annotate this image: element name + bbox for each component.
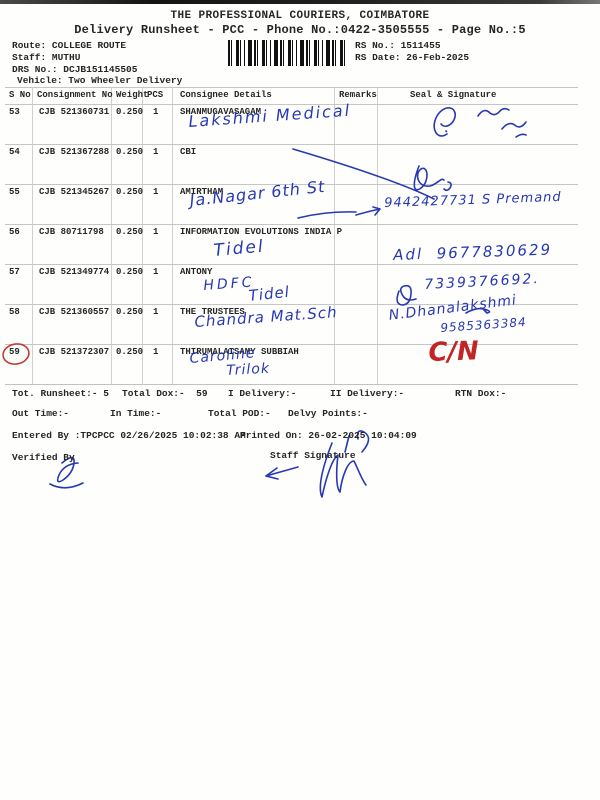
in-time-field: In Time:- xyxy=(110,408,162,419)
row-pcs: 1 xyxy=(143,345,173,384)
row-pcs: 1 xyxy=(143,225,173,264)
printed-on-field: Printed On: 26-02-2025 10:04:09 xyxy=(240,430,417,441)
row-pcs: 1 xyxy=(143,185,173,224)
runsheet-barcode xyxy=(228,40,348,66)
staff-signature-arrow xyxy=(265,466,299,480)
rs-date-field: RS Date: 26-Feb-2025 xyxy=(355,52,470,63)
row-weight: 0.250 xyxy=(112,305,143,344)
row-pcs: 1 xyxy=(143,145,173,184)
row-pcs: 1 xyxy=(143,265,173,304)
rs-no-field: RS No.: 1511455 xyxy=(355,40,441,51)
row-consignee: AMIRTHAM xyxy=(173,185,335,224)
table-row: 53 CJB 521360731 0.250 1 SHANMUGAVASAGAM xyxy=(5,104,578,144)
header-consignee: Consignee Details xyxy=(173,88,335,104)
row-consignee: SHANMUGAVASAGAM xyxy=(173,105,335,144)
row-consignee: THIRUMALAISAMY SUBBIAH xyxy=(173,345,335,384)
row-pcs: 1 xyxy=(143,305,173,344)
row-remarks xyxy=(335,105,378,144)
row-consignment: CJB 521367288 xyxy=(33,145,112,184)
tot-runsheet-field: Tot. Runsheet:- 5 xyxy=(12,388,109,399)
row-consignment: CJB 521372307 xyxy=(33,345,112,384)
company-title: THE PROFESSIONAL COURIERS, COIMBATORE xyxy=(170,10,430,22)
delvy-points-field: Delvy Points:- xyxy=(288,408,368,419)
hw-cn-mark-row59: C/N xyxy=(427,336,480,368)
row-seal-cell xyxy=(378,145,578,184)
rtn-dox-field: RTN Dox:- xyxy=(455,388,507,399)
row-consignee: INFORMATION EVOLUTIONS INDIA P xyxy=(173,225,342,264)
row-sno: 53 xyxy=(5,105,33,144)
staff-signature-label: Staff Signature xyxy=(270,450,356,461)
table-row: 56 CJB 80711798 0.250 1 INFORMATION EVOL… xyxy=(5,224,578,264)
row-remarks xyxy=(335,265,378,304)
table-header-row: S No Consignment No Weight PCS Consignee… xyxy=(5,87,578,104)
total-pod-field: Total POD:- xyxy=(208,408,271,419)
row-sno: 56 xyxy=(5,225,33,264)
hw-note-row59b: Trilok xyxy=(225,360,271,379)
row-pcs: 1 xyxy=(143,105,173,144)
row-sno: 55 xyxy=(5,185,33,224)
verified-by-label: Verified By xyxy=(12,452,75,463)
row-seal-cell xyxy=(378,105,578,144)
header-remarks: Remarks xyxy=(335,88,378,104)
hw-note-row56: Tidel xyxy=(212,236,266,261)
consignment-table: S No Consignment No Weight PCS Consignee… xyxy=(5,87,578,385)
route-field: Route: COLLEGE ROUTE xyxy=(12,40,127,51)
row-consignment: CJB 521360731 xyxy=(33,105,112,144)
row-sno: 59 xyxy=(5,345,33,384)
row-remarks xyxy=(335,225,378,264)
entered-by-field: Entered By :TPCPCC 02/26/2025 10:02:38 A… xyxy=(12,430,246,441)
row-consignment: CJB 521349774 xyxy=(33,265,112,304)
staff-field: Staff: MUTHU xyxy=(12,52,81,63)
runsheet-subtitle: Delivery Runsheet - PCC - Phone No.:0422… xyxy=(74,23,526,37)
hw-note-row57b: Tidel xyxy=(247,282,291,305)
row-weight: 0.250 xyxy=(112,185,143,224)
i-delivery-field: I Delivery:- xyxy=(228,388,297,399)
row-weight: 0.250 xyxy=(112,345,143,384)
row-consignee: THE TRUSTEES xyxy=(173,305,335,344)
scan-edge-artifact xyxy=(0,0,600,4)
table-row: 54 CJB 521367288 0.250 1 CBI xyxy=(5,144,578,184)
row-consignee: ANTONY xyxy=(173,265,335,304)
row-consignment: CJB 521345267 xyxy=(33,185,112,224)
row-consignment: CJB 80711798 xyxy=(33,225,112,264)
header-consignment: Consignment No xyxy=(33,88,113,104)
table-row: 57 CJB 521349774 0.250 1 ANTONY xyxy=(5,264,578,304)
row-remarks xyxy=(335,305,378,344)
header-sno: S No xyxy=(5,88,33,104)
table-row: 55 CJB 521345267 0.250 1 AMIRTHAM xyxy=(5,184,578,224)
header-pcs: PCS xyxy=(143,88,173,104)
row-weight: 0.250 xyxy=(112,225,143,264)
row-weight: 0.250 xyxy=(112,105,143,144)
row-sno: 54 xyxy=(5,145,33,184)
table-row: 58 CJB 521360557 0.250 1 THE TRUSTEES xyxy=(5,304,578,344)
row-remarks xyxy=(335,345,378,384)
row-consignment: CJB 521360557 xyxy=(33,305,112,344)
vehicle-field: Vehicle: Two Wheeler Delivery xyxy=(17,75,183,86)
row-weight: 0.250 xyxy=(112,265,143,304)
total-dox-field: Total Dox:- 59 xyxy=(122,388,208,399)
row-remarks xyxy=(335,185,378,224)
row-sno: 58 xyxy=(5,305,33,344)
row-weight: 0.250 xyxy=(112,145,143,184)
header-weight: Weight xyxy=(112,88,148,104)
out-time-field: Out Time:- xyxy=(12,408,70,419)
row-sno: 57 xyxy=(5,265,33,304)
row-remarks xyxy=(335,145,378,184)
ii-delivery-field: II Delivery:- xyxy=(330,388,405,399)
drs-no-field: DRS No.: DCJB151145505 xyxy=(12,64,138,75)
header-seal: Seal & Signature xyxy=(410,90,497,100)
table-row: 59 CJB 521372307 0.250 1 THIRUMALAISAMY … xyxy=(5,344,578,384)
verified-by-underline xyxy=(49,482,84,489)
